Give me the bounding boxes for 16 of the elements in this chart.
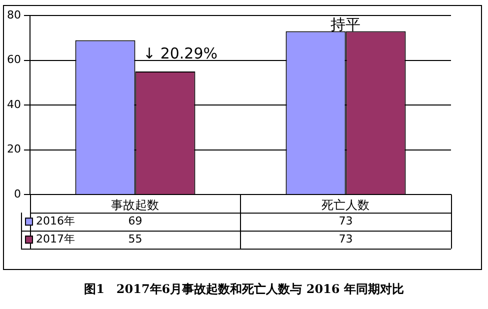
x-tick-label: 事故起数 <box>111 198 160 212</box>
y-tick-label: 0 <box>14 187 21 200</box>
y-tick-label: 20 <box>6 142 21 156</box>
legend-label: 2017年 <box>36 232 75 246</box>
data-label: 55 <box>128 232 142 246</box>
caption: 图1 2017年6月事故起数和死亡人数与 2016 年同期对比 <box>83 281 405 298</box>
data-label: 73 <box>338 214 353 228</box>
annotation: ↓ 20.29% <box>142 44 218 63</box>
annotation: 持平 <box>330 16 361 34</box>
y-tick-label: 60 <box>6 53 21 66</box>
data-label: 73 <box>338 232 353 246</box>
x-tick-label: 死亡人数 <box>322 198 370 212</box>
y-tick-label: 40 <box>6 98 21 111</box>
legend-label: 2016年 <box>36 214 75 228</box>
data-label: 69 <box>128 214 142 228</box>
y-tick-label: 80 <box>6 8 21 22</box>
